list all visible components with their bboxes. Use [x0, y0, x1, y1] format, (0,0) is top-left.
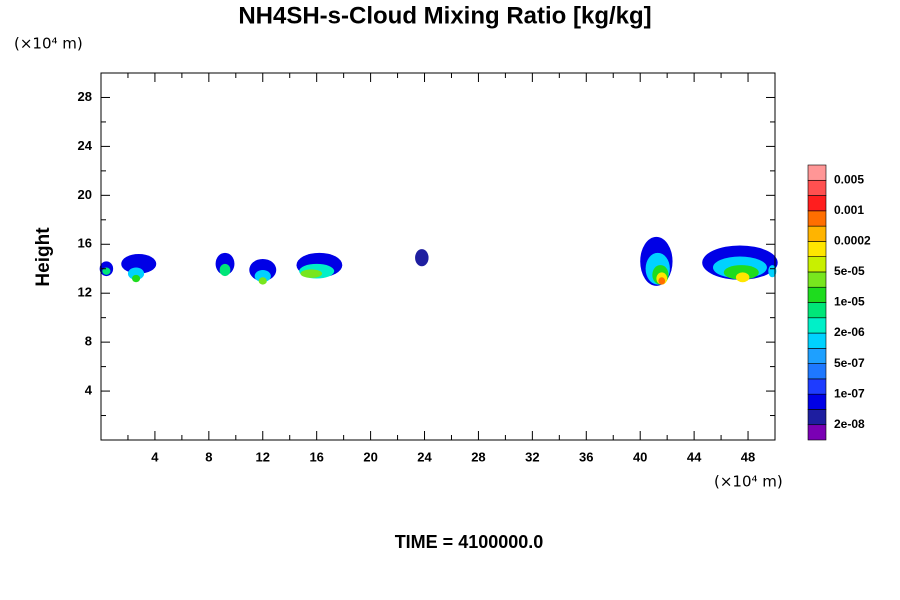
cloud-region	[219, 263, 231, 277]
x-unit-label: (×10⁴ m)	[714, 473, 783, 491]
x-tick-label: 20	[363, 449, 377, 464]
x-tick-label: 16	[309, 449, 323, 464]
colorbar-swatch	[807, 424, 827, 441]
colorbar-label: 1e-07	[834, 386, 865, 400]
x-tick-label: 4	[151, 449, 159, 464]
x-tick-label: 36	[579, 449, 593, 464]
x-tick-label: 8	[205, 449, 212, 464]
y-tick-label: 20	[78, 187, 92, 202]
colorbar-swatch	[807, 179, 827, 196]
colorbar-label: 2e-08	[834, 417, 865, 431]
cloud-region	[723, 265, 759, 280]
colorbar-swatch	[807, 271, 827, 288]
y-tick-label: 28	[78, 89, 92, 104]
y-tick-label: 4	[85, 383, 93, 398]
colorbar-swatch	[807, 317, 827, 334]
colorbar-swatch	[807, 363, 827, 380]
colorbar-swatch	[807, 164, 827, 181]
colorbar-label: 0.0002	[834, 234, 871, 248]
cloud-region	[127, 267, 145, 280]
colorbar-label: 0.005	[834, 172, 864, 186]
y-tick-label: 8	[85, 334, 92, 349]
cloud-region	[768, 265, 777, 278]
x-tick-label: 28	[471, 449, 485, 464]
cloud-region	[102, 267, 111, 275]
x-tick-label: 44	[687, 449, 702, 464]
cloud-region	[254, 269, 271, 283]
y-tick-label: 16	[78, 236, 92, 251]
cloud-region	[658, 277, 666, 285]
x-tick-label: 48	[741, 449, 755, 464]
colorbar-swatch	[807, 210, 827, 227]
cloud-region	[132, 274, 141, 283]
cloud-region	[735, 272, 750, 283]
chart-title: NH4SH-s-Cloud Mixing Ratio [kg/kg]	[238, 2, 651, 29]
x-tick-label: 24	[417, 449, 432, 464]
colorbar-label: 5e-07	[834, 356, 865, 370]
y-tick-label: 24	[78, 138, 93, 153]
colorbar-swatch	[807, 332, 827, 349]
y-unit-label: (×10⁴ m)	[14, 35, 83, 53]
cloud-region	[121, 254, 157, 274]
x-tick-label: 32	[525, 449, 539, 464]
x-tick-label: 12	[256, 449, 270, 464]
colorbar-label: 5e-05	[834, 264, 865, 278]
colorbar-swatch	[807, 302, 827, 319]
footer: TIME = 4100000.0	[395, 532, 544, 552]
colorbar-label: 1e-05	[834, 295, 865, 309]
colorbar-swatch	[807, 195, 827, 212]
colorbar-swatch	[807, 348, 827, 364]
cloud-region	[258, 277, 267, 285]
y-axis-label: Height	[33, 227, 54, 287]
cloud-region	[300, 269, 323, 278]
colorbar-label: 2e-06	[834, 325, 865, 339]
y-tick-label: 12	[78, 285, 92, 300]
colorbar-swatch	[807, 393, 827, 410]
colorbar-swatch	[807, 256, 827, 273]
colorbar-swatch	[807, 225, 827, 242]
x-tick-label: 40	[633, 449, 647, 464]
plot-frame	[100, 72, 776, 441]
cloud-region	[415, 249, 429, 267]
colorbar-label: 0.001	[834, 203, 864, 217]
colorbar-swatch	[807, 241, 827, 257]
colorbar-swatch	[807, 286, 827, 303]
colorbar-swatch	[807, 409, 827, 426]
colorbar-swatch	[807, 378, 827, 395]
